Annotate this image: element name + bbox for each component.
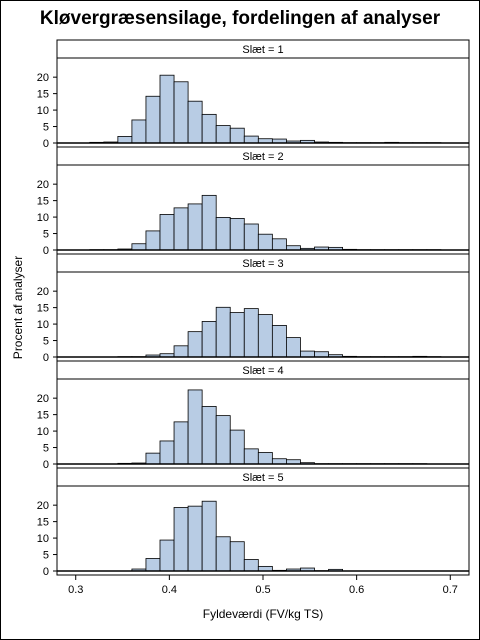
y-tick-label: 15 (37, 303, 49, 315)
histogram-bar (243, 448, 259, 465)
y-tick-label: 5 (43, 229, 49, 241)
y-tick-label: 20 (37, 393, 49, 405)
histogram-bar (173, 81, 189, 144)
histogram-bar (229, 217, 245, 251)
y-tick-label: 0 (43, 138, 49, 150)
histogram-bar (117, 136, 133, 144)
panel-strip-label: Slæt = 2 (242, 151, 283, 163)
y-tick-label: 15 (37, 196, 49, 208)
histogram-bar (300, 350, 315, 358)
histogram-bar (243, 559, 259, 572)
histogram-bar (229, 312, 245, 358)
histogram-bar (159, 440, 175, 465)
histogram-bar (201, 113, 217, 144)
histogram-bar (173, 421, 189, 465)
x-tick-label: 0.7 (443, 584, 458, 596)
panel-strip-label: Slæt = 1 (242, 44, 283, 56)
y-tick-label: 10 (37, 319, 49, 331)
chart-title: Kløvergræsensilage, fordelingen af analy… (39, 8, 441, 29)
y-tick-label: 15 (37, 517, 49, 529)
histogram-bar (201, 500, 217, 572)
histogram-bar (271, 324, 287, 358)
histogram-bar (243, 135, 259, 144)
y-tick-label: 15 (37, 89, 49, 101)
y-axis-title: Procent af analyser (11, 256, 25, 359)
histogram-bar (215, 125, 231, 144)
y-tick-label: 15 (37, 410, 49, 422)
y-tick-label: 0 (43, 245, 49, 257)
x-tick-label: 0.4 (162, 584, 177, 596)
panel-strip-label: Slæt = 5 (242, 472, 283, 484)
y-tick-label: 0 (43, 352, 49, 364)
histogram-bar (215, 217, 231, 251)
histogram-bar (145, 558, 161, 572)
histogram-bar (159, 214, 175, 251)
histogram-bar (314, 351, 329, 358)
panel-plot-area (56, 485, 470, 576)
y-tick-label: 10 (37, 426, 49, 438)
panel-strip-label: Slæt = 4 (242, 365, 283, 377)
histogram-bar (187, 505, 203, 572)
histogram-bar (159, 539, 175, 572)
histogram-bar (187, 100, 203, 144)
histogram-bar (257, 314, 273, 358)
y-tick-label: 5 (43, 122, 49, 134)
histogram-bar (201, 321, 217, 358)
panel-strip-label: Slæt = 3 (242, 258, 283, 270)
histogram-bar (229, 541, 245, 572)
y-tick-label: 20 (37, 500, 49, 512)
histogram-bar (257, 452, 273, 465)
histogram-bar (145, 452, 161, 465)
y-tick-label: 20 (37, 179, 49, 191)
histogram-bar (131, 119, 147, 144)
histogram-bar (215, 536, 231, 572)
y-tick-label: 10 (37, 212, 49, 224)
histogram-bar (229, 429, 245, 465)
y-tick-label: 0 (43, 459, 49, 471)
x-tick-label: 0.5 (255, 584, 270, 596)
histogram-bar (271, 458, 287, 465)
x-tick-label: 0.3 (68, 584, 83, 596)
x-tick-label: 0.6 (349, 584, 364, 596)
histogram-bar (286, 337, 301, 358)
histogram-bar (243, 308, 259, 358)
histogram-bar (257, 233, 273, 251)
y-tick-label: 20 (37, 286, 49, 298)
y-tick-label: 0 (43, 566, 49, 578)
y-tick-label: 5 (43, 550, 49, 562)
histogram-bar (187, 203, 203, 251)
y-tick-label: 10 (37, 533, 49, 545)
histogram-bar (187, 389, 203, 465)
histogram-bar (145, 230, 161, 251)
histogram-bar (215, 415, 231, 465)
y-tick-label: 20 (37, 72, 49, 84)
histogram-bar (159, 74, 175, 144)
y-tick-label: 10 (37, 105, 49, 117)
y-tick-label: 5 (43, 443, 49, 455)
histogram-bar (187, 331, 203, 358)
histogram-bar (271, 238, 287, 251)
histogram-bar (145, 95, 161, 144)
histogram-bar (131, 243, 147, 251)
histogram-bar (229, 127, 245, 144)
histogram-bar (173, 345, 189, 358)
panel-plot-area (56, 57, 470, 148)
histogram-bar (173, 207, 189, 251)
histogram-bar (173, 507, 189, 572)
y-tick-label: 5 (43, 336, 49, 348)
histogram-bar (215, 306, 231, 358)
x-axis-title: Fyldeværdi (FV/kg TS) (203, 607, 323, 621)
histogram-bar (201, 194, 217, 251)
histogram-bar (201, 405, 217, 465)
histogram-bar (243, 223, 259, 251)
